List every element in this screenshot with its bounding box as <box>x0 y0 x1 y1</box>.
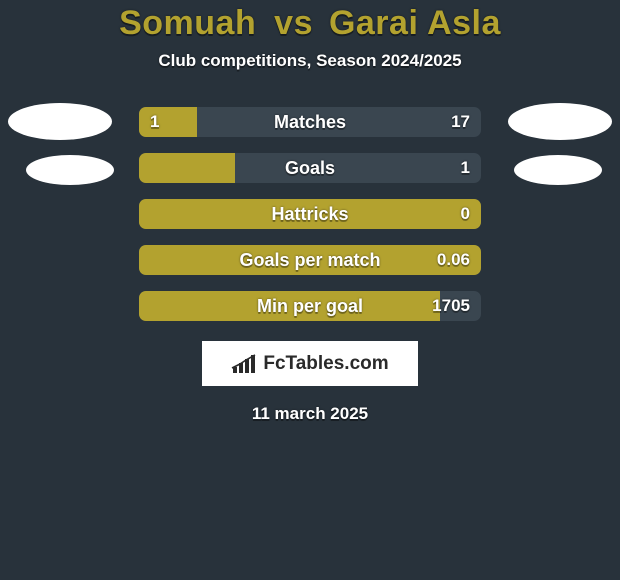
stat-row-hattricks: Hattricks 0 <box>0 191 620 237</box>
stat-row-goals: Goals 1 <box>0 145 620 191</box>
stat-row-matches: 1 Matches 17 <box>0 99 620 145</box>
subtitle: Club competitions, Season 2024/2025 <box>0 51 620 71</box>
bar-track <box>139 107 481 137</box>
page-title: Somuah vs Garai Asla <box>0 4 620 43</box>
bar-fill-left <box>139 107 197 137</box>
player2-avatar-small <box>514 155 602 185</box>
player2-avatar <box>508 103 612 140</box>
player2-name: Garai Asla <box>329 4 501 42</box>
bar-fill-left <box>139 291 440 321</box>
title-vs: vs <box>274 4 313 42</box>
player1-avatar-small <box>26 155 114 185</box>
bar-track <box>139 291 481 321</box>
bar-fill-left <box>139 245 481 275</box>
player1-name: Somuah <box>119 4 256 42</box>
bar-fill-left <box>139 153 235 183</box>
brand-inner: FcTables.com <box>231 353 388 375</box>
comparison-card: Somuah vs Garai Asla Club competitions, … <box>0 0 620 580</box>
bar-track <box>139 245 481 275</box>
brand-box[interactable]: FcTables.com <box>202 341 418 386</box>
footer-date: 11 march 2025 <box>0 404 620 424</box>
player1-avatar <box>8 103 112 140</box>
bar-fill-left <box>139 199 481 229</box>
bar-track <box>139 199 481 229</box>
stat-row-min-per-goal: Min per goal 1705 <box>0 283 620 329</box>
stat-row-goals-per-match: Goals per match 0.06 <box>0 237 620 283</box>
brand-text: FcTables.com <box>263 353 388 375</box>
bar-track <box>139 153 481 183</box>
bar-chart-icon <box>231 353 257 375</box>
